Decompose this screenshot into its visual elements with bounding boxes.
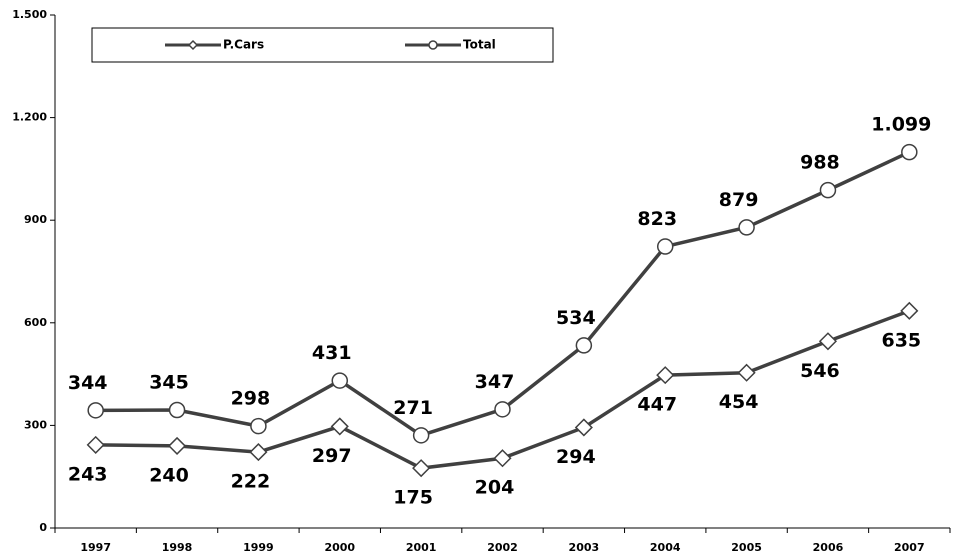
point [900,301,919,320]
point [167,436,187,455]
point [412,459,431,478]
data-label: 1.099 [871,114,931,136]
data-label: 347 [475,371,515,393]
point [250,417,267,435]
x-tick-label: 1998 [162,541,193,554]
data-label: 534 [556,307,596,329]
point [818,332,838,351]
y-tick-label: 900 [24,213,47,226]
data-label: 345 [149,372,189,394]
x-tick-label: 2003 [569,541,600,554]
x-tick-label: 2001 [406,541,437,554]
point [412,427,430,444]
x-tick-label: 1999 [243,541,274,554]
data-label: 175 [393,487,433,509]
legend-label: Total [463,38,496,52]
data-label: 546 [800,360,840,382]
x-tick-label: 2005 [731,541,762,554]
data-label: 879 [719,189,759,211]
data-label: 298 [231,388,271,410]
data-label: 243 [68,463,108,485]
point [249,443,268,462]
point [330,417,349,436]
data-label: 431 [312,342,352,364]
point [87,402,104,419]
data-label: 297 [312,445,352,467]
y-tick-label: 1.200 [12,111,47,124]
x-tick-label: 2006 [813,541,844,554]
x-tick-label: 2007 [894,541,925,554]
y-tick-label: 300 [24,418,47,431]
series-line [95,150,911,438]
point [656,238,674,255]
data-label: 222 [231,471,271,493]
legend-marker [187,39,199,51]
data-label: 635 [881,329,921,351]
x-tick-label: 1997 [80,541,111,554]
point [737,363,756,382]
data-label: 271 [393,397,433,419]
data-label: 823 [637,208,677,230]
data-label: 454 [719,391,759,413]
x-tick-label: 2002 [487,541,518,554]
y-tick-label: 0 [39,521,47,534]
point [168,401,186,419]
point [493,449,512,468]
data-label: 988 [800,152,840,174]
y-tick-label: 600 [24,316,47,329]
x-tick-label: 2000 [324,541,355,554]
data-label: 204 [475,477,515,499]
point [901,143,918,161]
point [331,372,349,389]
point [738,219,755,236]
point [819,181,837,199]
point [86,435,105,454]
data-label: 447 [637,394,677,416]
legend-marker [428,40,438,50]
x-tick-label: 2004 [650,541,681,554]
legend-label: P.Cars [223,38,264,52]
point [494,401,511,418]
point [656,366,675,385]
data-label: 240 [149,464,189,486]
point [575,337,593,354]
point [574,418,593,437]
y-tick-label: 1.500 [12,8,47,21]
data-label: 344 [68,372,108,394]
data-label: 294 [556,446,596,468]
